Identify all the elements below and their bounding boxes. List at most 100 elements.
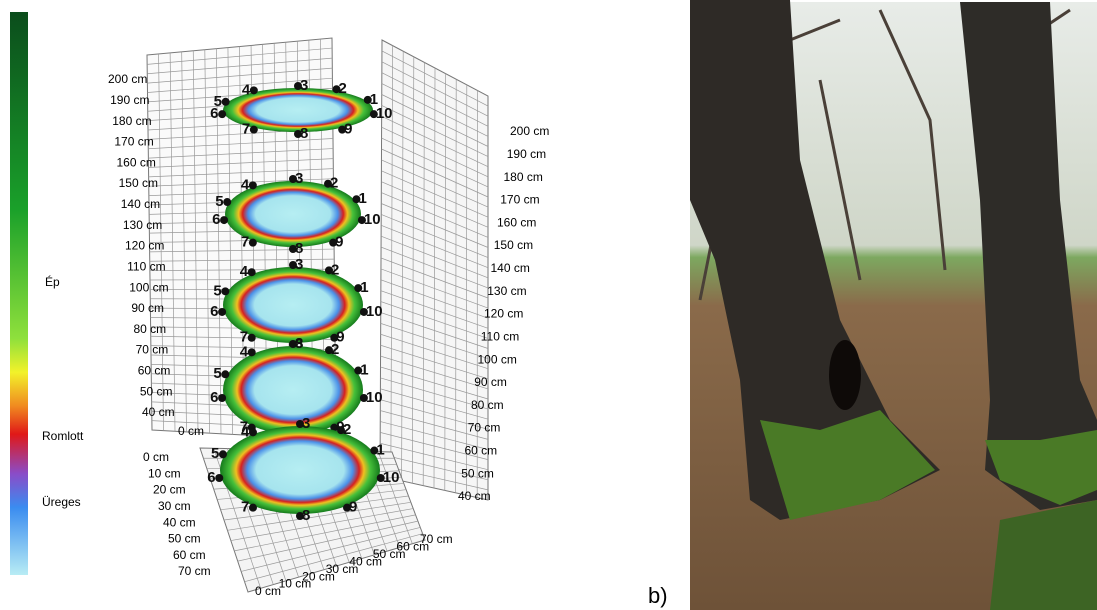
axis-label: 100 cm (478, 352, 517, 366)
colorbar-label: Romlott (42, 429, 84, 443)
sensor-label: 10 (366, 389, 383, 406)
sensor-label: 10 (383, 469, 400, 486)
sensor-label: 4 (240, 263, 249, 280)
sensor-dot (218, 308, 226, 316)
sensor-dot (218, 110, 226, 118)
figure: Ép Romlott Üreges 1234567891012345678910… (0, 0, 1097, 610)
sensor-label: 6 (210, 389, 218, 406)
sensor-label: 8 (300, 125, 308, 142)
sensor-dot (218, 394, 226, 402)
sensor-label: 5 (215, 193, 223, 210)
axis-label: 60 cm (173, 548, 206, 562)
axis-label: 40 cm (142, 405, 175, 419)
axis-label: 200 cm (510, 124, 549, 138)
sensor-label: 5 (211, 445, 219, 462)
axis-label: 10 cm (148, 466, 181, 480)
axis-label: 40 cm (163, 515, 196, 529)
sensor-dot (249, 504, 257, 512)
sensor-dot (249, 181, 257, 189)
axis-label: 130 cm (123, 218, 162, 232)
axis-label: 60 cm (138, 364, 171, 378)
sensor-label: 8 (295, 240, 303, 257)
axis-label: 0 cm (178, 424, 204, 438)
sensor-dot (222, 98, 230, 106)
axis-label: 70 cm (420, 532, 453, 546)
sensor-dot (221, 287, 229, 295)
sensor-label: 10 (364, 211, 381, 228)
axis-label: 110 cm (481, 329, 519, 343)
sensor-label: 9 (349, 499, 357, 516)
sensor-label: 7 (242, 121, 250, 138)
axis-label: 170 cm (114, 135, 153, 149)
axis-label: 170 cm (500, 193, 539, 207)
sensor-label: 10 (366, 303, 383, 320)
axis-label: 90 cm (474, 375, 507, 389)
sensor-label: 2 (330, 175, 338, 192)
axis-label: 100 cm (129, 280, 168, 294)
axis-label: 130 cm (487, 284, 526, 298)
sensor-label: 3 (302, 415, 310, 432)
axis-label: 80 cm (134, 322, 167, 336)
axis-label: 30 cm (158, 499, 191, 513)
axis-label: 70 cm (178, 564, 211, 578)
sensor-label: 7 (241, 234, 249, 251)
sensor-label: 4 (241, 176, 250, 193)
axis-label: 180 cm (504, 170, 543, 184)
axis-label: 50 cm (168, 532, 201, 546)
axis-label: 150 cm (494, 238, 533, 252)
sensor-dot (219, 450, 227, 458)
sensor-label: 9 (344, 121, 352, 138)
sensor-label: 5 (213, 365, 221, 382)
axis-label: 190 cm (507, 147, 546, 161)
axis-label: 120 cm (125, 239, 164, 253)
sensor-dot (248, 268, 256, 276)
sensor-label: 6 (210, 303, 218, 320)
colorbar-label: Ép (45, 274, 60, 289)
sensor-label: 1 (358, 190, 366, 207)
axis-label: 70 cm (136, 343, 169, 357)
axis-label: 160 cm (117, 155, 156, 169)
photo (690, 0, 1097, 610)
axis-label: 20 cm (153, 483, 186, 497)
sensor-label: 4 (242, 81, 251, 98)
sensor-label: 2 (331, 261, 339, 278)
axis-label: 180 cm (112, 114, 151, 128)
sensor-label: 6 (210, 105, 218, 122)
sensor-label: 9 (335, 234, 343, 251)
sensor-dot (220, 216, 228, 224)
sensor-label: 1 (360, 362, 368, 379)
sensor-dot (250, 126, 258, 134)
sensor-dot (248, 334, 256, 342)
axis-label: 190 cm (110, 93, 149, 107)
axis-label: 200 cm (108, 72, 147, 86)
sensor-label: 1 (360, 279, 368, 296)
axis-label: 50 cm (140, 384, 173, 398)
colorbar-label: Üreges (42, 495, 81, 509)
sensor-label: 3 (300, 77, 308, 94)
sensor-label: 4 (241, 423, 250, 440)
sensor-label: 6 (212, 211, 220, 228)
axis-label: 140 cm (491, 261, 530, 275)
axis-label: 160 cm (497, 215, 536, 229)
sensor-label: 8 (302, 507, 310, 524)
sensor-dot (250, 86, 258, 94)
colorbar (10, 12, 28, 575)
axis-label: 80 cm (471, 398, 504, 412)
axis-label: 120 cm (484, 307, 523, 321)
sensor-label: 1 (376, 442, 384, 459)
axis-label: 0 cm (143, 450, 169, 464)
sensor-dot (249, 428, 257, 436)
axis-label: 40 cm (458, 489, 491, 503)
axis-label: 70 cm (468, 421, 501, 435)
axis-label: 60 cm (465, 444, 498, 458)
axis-label: 90 cm (131, 301, 164, 315)
sensor-label: 10 (376, 105, 393, 122)
sensor-label: 3 (295, 335, 303, 352)
sensor-label: 7 (241, 499, 249, 516)
sensor-dot (249, 239, 257, 247)
sensor-label: 4 (240, 343, 249, 360)
sensor-dot (223, 198, 231, 206)
axis-label: 0 cm (255, 584, 281, 598)
sensor-label: 3 (295, 170, 303, 187)
sensor-label: 6 (207, 469, 215, 486)
